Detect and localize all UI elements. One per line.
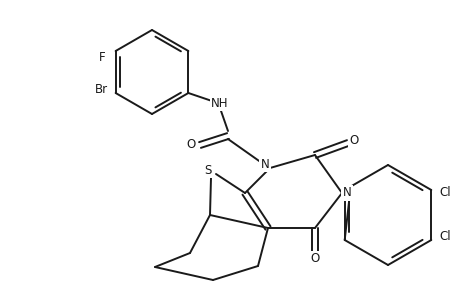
Text: O: O (310, 253, 319, 266)
Text: Cl: Cl (438, 187, 450, 200)
Text: N: N (342, 187, 351, 200)
Text: O: O (349, 134, 358, 148)
Text: NH: NH (211, 97, 228, 110)
Text: Cl: Cl (438, 230, 450, 244)
Text: N: N (260, 158, 269, 170)
Text: O: O (186, 139, 195, 152)
Text: F: F (99, 50, 106, 64)
Text: S: S (204, 164, 211, 176)
Text: Br: Br (95, 82, 108, 95)
